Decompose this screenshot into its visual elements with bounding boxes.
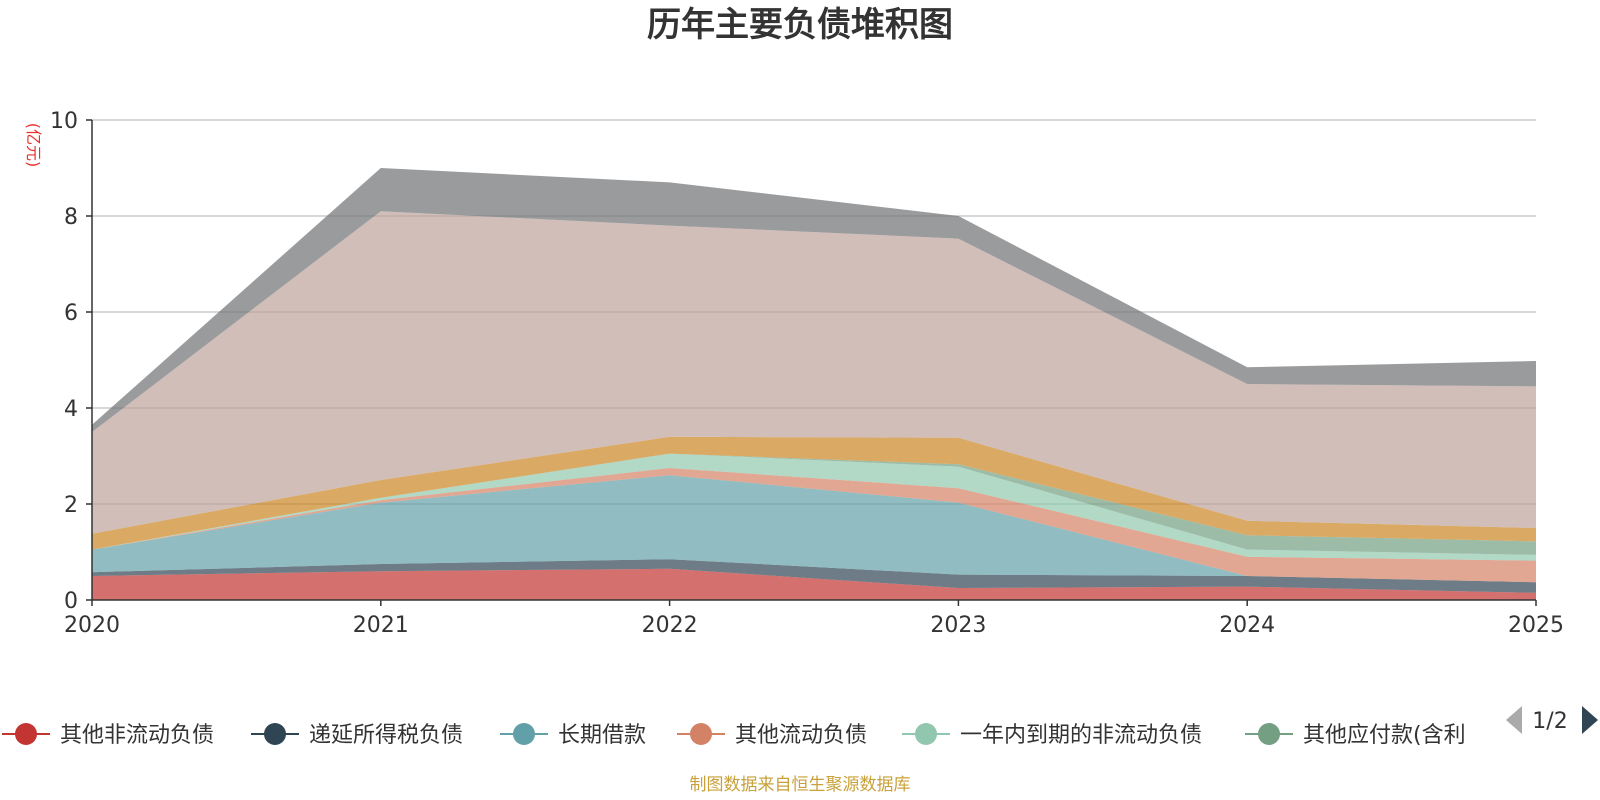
area-series-5 — [92, 453, 1536, 561]
legend-item-1[interactable]: 其他非流动负债 — [2, 723, 214, 748]
area-series-2 — [92, 559, 1536, 593]
legend-marker-2 — [264, 723, 286, 745]
legend-marker-6 — [1258, 723, 1280, 745]
legend-marker-3 — [513, 723, 535, 745]
y-axis-unit-label: (亿元) — [24, 123, 43, 168]
area-series-8 — [92, 211, 1536, 534]
legend-next-page-icon[interactable] — [1582, 706, 1598, 734]
legend: 其他非流动负债 递延所得税负债 长期借款 其他流动负债 一年内到期的非流动负债 其他应付款… — [2, 723, 1466, 748]
x-tick-label-2020: 2020 — [64, 613, 120, 638]
y-tick-labels: 0 2 4 6 8 10 — [50, 109, 78, 614]
legend-label-1: 其他非流动负债 — [60, 723, 214, 748]
y-tick-label-0: 0 — [64, 589, 78, 614]
legend-item-3[interactable]: 长期借款 — [500, 723, 646, 748]
x-tick-labels: 2020 2021 2022 2023 2024 2025 — [64, 613, 1564, 638]
x-tick-label-2021: 2021 — [353, 613, 409, 638]
y-tick-label-6: 6 — [64, 301, 78, 326]
legend-item-5[interactable]: 一年内到期的非流动负债 — [902, 723, 1202, 748]
x-tick-label-2022: 2022 — [642, 613, 698, 638]
x-tick-label-2024: 2024 — [1219, 613, 1275, 638]
area-series-group — [92, 168, 1536, 600]
legend-marker-1 — [15, 723, 37, 745]
legend-marker-4 — [690, 723, 712, 745]
legend-prev-page-icon[interactable] — [1506, 706, 1522, 734]
area-series-3 — [92, 475, 1536, 583]
area-series-1 — [92, 568, 1536, 600]
legend-item-2[interactable]: 递延所得税负债 — [251, 723, 463, 748]
area-series-9 — [92, 168, 1536, 432]
legend-page-indicator: 1/2 — [1532, 709, 1567, 734]
legend-label-2: 递延所得税负债 — [309, 723, 463, 748]
legend-pager: 1/2 — [1506, 706, 1598, 734]
chart-title: 历年主要负债堆积图 — [647, 5, 953, 45]
axes — [86, 119, 1537, 606]
legend-marker-5 — [915, 723, 937, 745]
area-series-4 — [92, 468, 1536, 583]
y-tick-label-2: 2 — [64, 493, 78, 518]
area-series-7 — [92, 436, 1536, 550]
legend-item-6[interactable]: 其他应付款(含利 — [1245, 723, 1466, 748]
y-tick-label-4: 4 — [64, 397, 78, 422]
legend-label-4: 其他流动负债 — [735, 723, 867, 748]
area-series-6 — [92, 453, 1536, 555]
y-tick-label-10: 10 — [50, 109, 78, 134]
y-tick-label-8: 8 — [64, 205, 78, 230]
x-tick-label-2025: 2025 — [1508, 613, 1564, 638]
x-tick-label-2023: 2023 — [930, 613, 986, 638]
legend-label-6: 其他应付款(含利 — [1303, 723, 1466, 748]
legend-label-3: 长期借款 — [558, 723, 646, 748]
legend-label-5: 一年内到期的非流动负债 — [960, 723, 1202, 748]
source-note: 制图数据来自恒生聚源数据库 — [690, 775, 911, 795]
legend-item-4[interactable]: 其他流动负债 — [677, 723, 867, 748]
